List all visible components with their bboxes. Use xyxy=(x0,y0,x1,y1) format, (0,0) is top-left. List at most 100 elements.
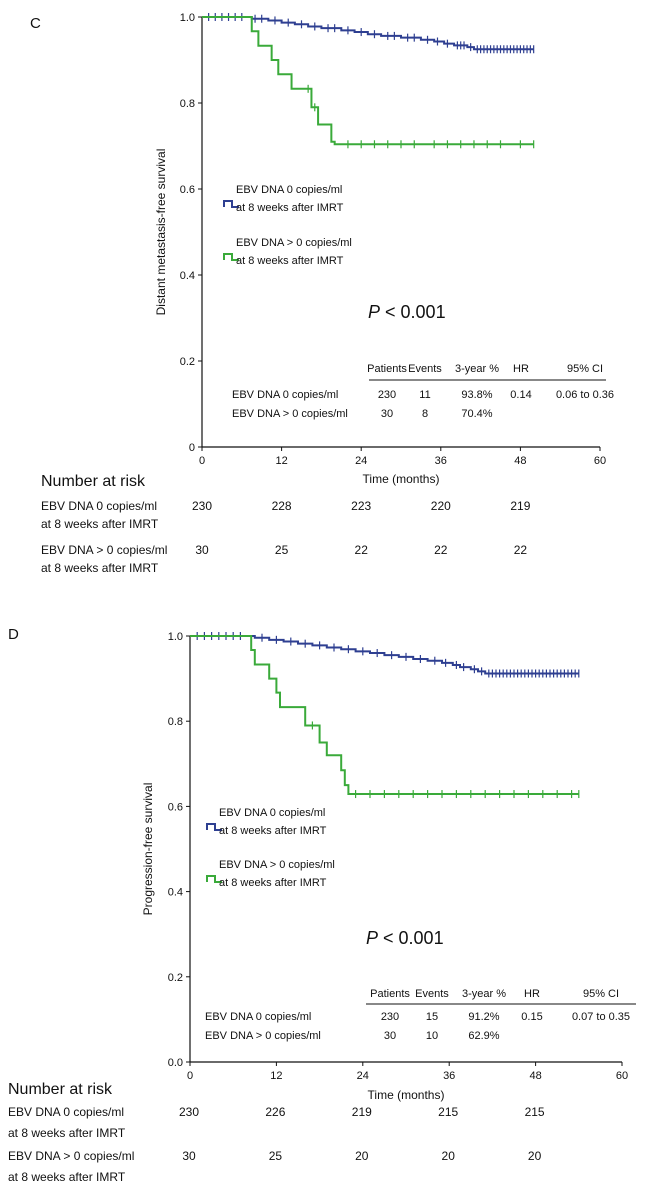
panel-d-risk-row-label: EBV DNA > 0 copies/ml xyxy=(8,1149,134,1163)
panel-d-y-tick-label: 0.8 xyxy=(168,716,183,728)
panel-c-risk-row-label: EBV DNA > 0 copies/ml xyxy=(41,543,167,557)
panel-c-risk-value: 22 xyxy=(355,543,369,557)
panel-d-y-axis-label: Progression-free survival xyxy=(141,783,155,916)
panel-d-table-cell: 0.15 xyxy=(521,1011,542,1023)
panel-d-x-tick-label: 48 xyxy=(529,1070,541,1082)
panel-c-table-cell: 93.8% xyxy=(461,389,492,401)
panel-d-table-header: Events xyxy=(415,988,449,1000)
panel-d-x-tick-label: 12 xyxy=(270,1070,282,1082)
panel-d-risk-value: 25 xyxy=(269,1149,283,1163)
panel-c-x-tick-label: 12 xyxy=(275,455,287,467)
panel-c-risk-value: 22 xyxy=(434,543,448,557)
panel-c-y-tick-label: 0.6 xyxy=(180,184,195,196)
panel-d-risk-value: 20 xyxy=(355,1149,369,1163)
panel-d-x-tick-label: 36 xyxy=(443,1070,455,1082)
panel-c-risk-value: 220 xyxy=(431,499,451,513)
panel-d-risk-row-label: EBV DNA 0 copies/ml xyxy=(8,1105,124,1119)
panel-c-legend-sublabel-series-1: at 8 weeks after IMRT xyxy=(236,202,344,214)
panel-d-table-cell: 10 xyxy=(426,1030,438,1042)
panel-c-curve-series-1 xyxy=(202,16,534,51)
panel-d-table-header: 3-year % xyxy=(462,988,506,1000)
panel-c-risk-row-label: EBV DNA 0 copies/ml xyxy=(41,499,157,513)
panel-c-table-header: HR xyxy=(513,363,529,375)
panel-d-p-value: P < 0.001 xyxy=(366,928,444,948)
panel-d-table-header: HR xyxy=(524,988,540,1000)
panel-c-table-cell: 8 xyxy=(422,408,428,420)
panel-d-table-row-label: EBV DNA 0 copies/ml xyxy=(205,1011,311,1023)
panel-c-p-value: P < 0.001 xyxy=(368,302,446,322)
panel-c-x-tick-label: 36 xyxy=(435,455,447,467)
panel-c-y-tick-label: 0.4 xyxy=(180,270,195,282)
panel-d-risk-row-sublabel: at 8 weeks after IMRT xyxy=(8,1126,126,1140)
panel-d-risk-row-sublabel: at 8 weeks after IMRT xyxy=(8,1170,126,1184)
panel-d-risk-value: 226 xyxy=(265,1105,285,1119)
panel-d-table-cell: 0.07 to 0.35 xyxy=(572,1011,630,1023)
panel-c-table-cell: 11 xyxy=(419,389,430,401)
panel-c-curve-series-2 xyxy=(202,16,534,146)
panel-d-legend-sublabel-series-2: at 8 weeks after IMRT xyxy=(219,877,327,889)
panel-c-x-tick-label: 24 xyxy=(355,455,367,467)
panel-c-legend-label-series-1: EBV DNA 0 copies/ml xyxy=(236,184,342,196)
panel-d-risk-value: 30 xyxy=(182,1149,196,1163)
panel-c-risk-value: 223 xyxy=(351,499,371,513)
panel-d-x-tick-label: 60 xyxy=(616,1070,628,1082)
panel-c-table-header: 95% CI xyxy=(567,363,603,375)
panel-d-risk-value: 215 xyxy=(525,1105,545,1119)
panel-c-table-cell: 0.06 to 0.36 xyxy=(556,389,614,401)
panel-d-table-header: Patients xyxy=(370,988,410,1000)
panel-d-x-tick-label: 0 xyxy=(187,1070,193,1082)
panel-c-table-header: Patients xyxy=(367,363,407,375)
panel-c-table-cell: 30 xyxy=(381,408,393,420)
panel-c-risk-row-sublabel: at 8 weeks after IMRT xyxy=(41,517,159,531)
panel-d-legend-swatch-series-1 xyxy=(206,823,222,831)
panel-d-risk-value: 20 xyxy=(528,1149,542,1163)
panel-c-risk-title: Number at risk xyxy=(41,473,146,490)
panel-c-risk-value: 230 xyxy=(192,499,212,513)
panel-c-table-header: 3-year % xyxy=(455,363,499,375)
panel-d-curve-series-2 xyxy=(190,635,579,796)
panel-d-table-cell: 91.2% xyxy=(468,1011,499,1023)
panel-c-risk-value: 30 xyxy=(195,543,209,557)
panel-c-legend-label-series-2: EBV DNA > 0 copies/ml xyxy=(236,237,352,249)
panel-d-x-tick-label: 24 xyxy=(357,1070,369,1082)
panel-c-y-tick-label: 0 xyxy=(189,442,195,454)
panel-c-table-cell: 230 xyxy=(378,389,396,401)
panel-d-table-cell: 15 xyxy=(426,1011,438,1023)
panel-d-legend-label-series-2: EBV DNA > 0 copies/ml xyxy=(219,859,335,871)
panel-c-legend-sublabel-series-2: at 8 weeks after IMRT xyxy=(236,255,344,267)
panel-d-y-tick-label: 0.4 xyxy=(168,887,183,899)
panel-c-risk-row-sublabel: at 8 weeks after IMRT xyxy=(41,561,159,575)
panel-d-risk-value: 215 xyxy=(438,1105,458,1119)
panel-c-table-row-label: EBV DNA 0 copies/ml xyxy=(232,389,338,401)
panel-d-x-axis-label: Time (months) xyxy=(368,1088,445,1102)
panel-c-table-row-label: EBV DNA > 0 copies/ml xyxy=(232,408,348,420)
panel-d-y-tick-label: 1.0 xyxy=(168,631,183,643)
panel-c-legend-swatch-series-2 xyxy=(223,253,239,261)
panel-c-risk-value: 219 xyxy=(510,499,530,513)
panel-c-y-axis-label: Distant metastasis-free survival xyxy=(154,149,168,316)
panel-c-y-tick-label: 1.0 xyxy=(180,12,195,24)
panel-c-risk-value: 22 xyxy=(514,543,528,557)
panel-d-risk-value: 219 xyxy=(352,1105,372,1119)
panel-c-table-header: Events xyxy=(408,363,442,375)
panel-d-table-cell: 230 xyxy=(381,1011,399,1023)
panel-c-x-tick-label: 48 xyxy=(514,455,526,467)
panel-d-table-cell: 30 xyxy=(384,1030,396,1042)
panel-d-table-cell: 62.9% xyxy=(468,1030,499,1042)
panel-d-risk-title: Number at risk xyxy=(8,1081,113,1098)
panel-c-legend-swatch-series-1 xyxy=(223,200,239,208)
panel-c-y-tick-label: 0.8 xyxy=(180,98,195,110)
panel-d-y-tick-label: 0.6 xyxy=(168,801,183,813)
panel-d-y-tick-label: 0.2 xyxy=(168,972,183,984)
panel-d-table-row-label: EBV DNA > 0 copies/ml xyxy=(205,1030,321,1042)
panel-d-risk-value: 20 xyxy=(442,1149,456,1163)
panel-d-legend-swatch-series-2 xyxy=(206,875,222,883)
panel-d-curve-series-1 xyxy=(190,635,579,675)
panel-c-risk-value: 228 xyxy=(272,499,292,513)
panel-d-risk-value: 230 xyxy=(179,1105,199,1119)
panel-c-x-tick-label: 0 xyxy=(199,455,205,467)
panel-c-risk-value: 25 xyxy=(275,543,289,557)
panel-c-x-axis-label: Time (months) xyxy=(363,472,440,486)
panel-d-letter: D xyxy=(8,626,19,643)
